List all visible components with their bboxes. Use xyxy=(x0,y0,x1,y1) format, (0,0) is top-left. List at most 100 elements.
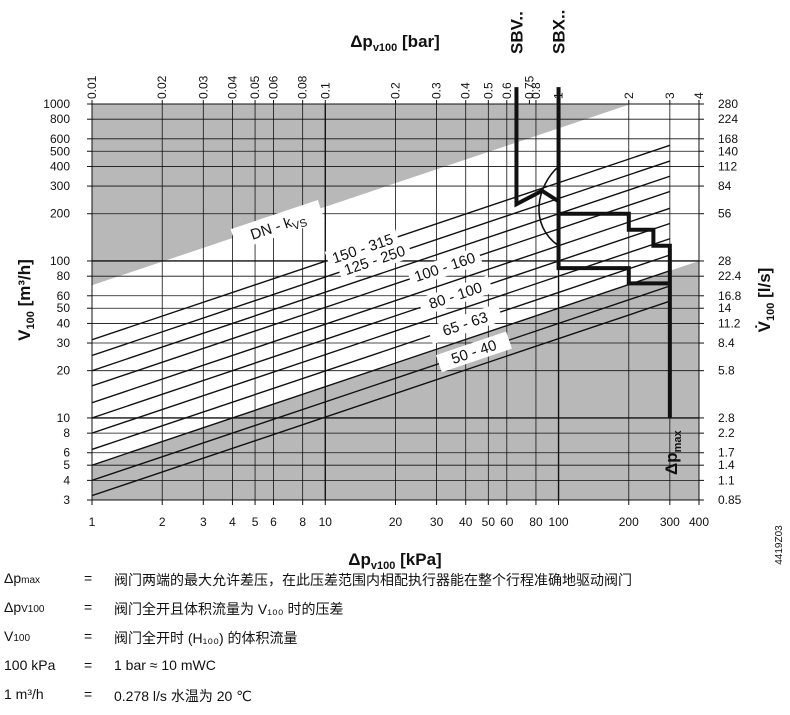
legend-text: 阀门全开且体积流量为 V₁₀₀ 时的压差 xyxy=(114,601,344,617)
legend-symbol: Δp xyxy=(4,599,22,615)
right-tick-label: 22.4 xyxy=(718,269,742,283)
dp-max-label-main: Δp xyxy=(662,452,681,475)
right-tick-label: 11.2 xyxy=(718,316,741,330)
right-tick-label: 1.7 xyxy=(718,446,735,460)
series-label-box xyxy=(406,246,483,288)
top-tick-label: 0.04 xyxy=(225,75,239,99)
legend-symbol-sub: V100 xyxy=(21,604,45,615)
series-label-box xyxy=(324,228,401,269)
legend-equals: = xyxy=(84,570,93,586)
kvs-line-160 xyxy=(92,190,671,387)
top-tick-label: 0.5 xyxy=(481,82,495,99)
legend-text: 1 bar ≈ 10 mWC xyxy=(114,657,216,673)
legend-row: 100 kPa = 1 bar ≈ 10 mWC xyxy=(4,657,790,686)
bottom-tick-label: 100 xyxy=(549,515,569,529)
left-tick-label: 10 xyxy=(57,411,71,425)
top-tick-label: 0.05 xyxy=(248,75,262,99)
right-tick-label: 2.8 xyxy=(718,411,735,425)
kvs-lines xyxy=(92,144,671,497)
kvs-line-125 xyxy=(92,207,671,404)
right-tick-label: 8.4 xyxy=(718,336,735,350)
top-tick-label: 0.2 xyxy=(389,82,403,99)
right-tick-label: 28 xyxy=(718,254,732,268)
legend-row: ΔpV100 = 阀门全开且体积流量为 V₁₀₀ 时的压差 xyxy=(4,599,790,628)
right-axis-title-sub: 100 xyxy=(765,303,777,321)
right-tick-label: 16.8 xyxy=(718,289,742,303)
header-label-sub: VS xyxy=(291,217,309,233)
legend-text: 阀门两端的最大允许差压，在此压差范围内相配执行器能在整个行程准确地驱动阀门 xyxy=(114,572,632,588)
right-tick-label: 1.4 xyxy=(718,458,735,472)
dp-max-label: Δpmax xyxy=(662,429,684,475)
bottom-tick-label: 60 xyxy=(500,515,514,529)
legend-symbol-wrap: V100 xyxy=(4,628,30,644)
right-tick-label: 168 xyxy=(718,132,738,146)
series-label-box xyxy=(436,331,512,373)
left-tick-label: 200 xyxy=(50,207,70,221)
bottom-tick-label: 40 xyxy=(459,515,473,529)
left-axis-title-main: V xyxy=(15,329,34,341)
sbv-limit-curve xyxy=(514,87,672,418)
bottom-tick-label: 3 xyxy=(200,515,207,529)
right-tick-label: 5.8 xyxy=(718,364,735,378)
legend-equals: = xyxy=(84,599,93,615)
top-tick-label: 0.01 xyxy=(85,75,99,99)
legend-symbol-wrap: 1 m³/h xyxy=(4,686,44,702)
legend: Δpmax = 阀门两端的最大允许差压，在此压差范围内相配执行器能在整个行程准确地驱… xyxy=(4,570,790,715)
right-tick-label: 14 xyxy=(718,301,732,315)
bottom-tick-label: 200 xyxy=(619,515,639,529)
left-tick-label: 30 xyxy=(57,336,71,350)
sbx-limit-curve xyxy=(556,87,670,286)
legend-equals: = xyxy=(84,686,93,702)
right-tick-label: 56 xyxy=(718,207,732,221)
top-axis-title: Δpv100 [bar] xyxy=(350,32,440,54)
left-tick-label: 3 xyxy=(63,493,70,507)
top-axis-title-unit: [bar] xyxy=(397,32,440,51)
legend-symbol: 100 kPa xyxy=(4,657,56,673)
right-tick-label: 224 xyxy=(718,112,738,126)
left-tick-label: 40 xyxy=(57,316,71,330)
top-tick-label: 0.02 xyxy=(155,75,169,99)
left-axis-title-unit: [m³/h] xyxy=(15,259,34,311)
right-tick-label: 2.2 xyxy=(718,426,735,440)
top-tick-label: 2 xyxy=(622,92,636,99)
left-tick-label: 20 xyxy=(57,364,71,378)
bottom-tick-label: 400 xyxy=(689,515,709,529)
bottom-tick-label: 1 xyxy=(89,515,96,529)
limit-curves xyxy=(514,87,672,418)
right-axis-title-unit: [l/s] xyxy=(755,268,774,303)
legend-symbol: V xyxy=(4,628,14,644)
kvs-line-80 xyxy=(92,238,671,434)
right-tick-label: 84 xyxy=(718,179,732,193)
bottom-tick-label: 10 xyxy=(319,515,333,529)
right-axis-title: V̇100 [l/s] xyxy=(755,268,777,333)
top-tick-label: 0.8 xyxy=(529,82,543,99)
right-tick-label: 1.1 xyxy=(718,473,735,487)
sbv-label: SBV.. xyxy=(507,11,526,54)
bottom-axis-title: Δpv100 [kPa] xyxy=(348,550,441,572)
figure-code: 4419Z03 xyxy=(774,525,785,565)
legend-symbol-sub: 100 xyxy=(13,633,31,644)
bottom-tick-label: 5 xyxy=(252,515,259,529)
legend-equals: = xyxy=(84,657,93,673)
legend-equals: = xyxy=(84,628,93,644)
left-tick-label: 8 xyxy=(63,426,70,440)
left-tick-label: 1000 xyxy=(43,97,70,111)
bottom-axis-title-main: Δp xyxy=(348,550,371,569)
top-axis-title-main: Δp xyxy=(350,32,373,51)
left-tick-label: 300 xyxy=(50,179,70,193)
legend-row: 1 m³/h = 0.278 l/s 水温为 20 ℃ xyxy=(4,686,790,715)
left-axis-title-sub: 100 xyxy=(25,311,37,329)
top-tick-label: 3 xyxy=(663,92,677,99)
left-tick-label: 800 xyxy=(50,112,70,126)
top-tick-label: 0.4 xyxy=(459,82,473,99)
series-label-box xyxy=(427,303,504,345)
legend-symbol: 1 m³/h xyxy=(4,686,44,702)
legend-symbol: Δp xyxy=(4,570,22,586)
top-tick-label: 0.75 xyxy=(522,75,536,99)
kvs-line-50 xyxy=(92,270,671,466)
bottom-tick-label: 300 xyxy=(660,515,680,529)
kvs-line-100 xyxy=(92,222,671,419)
sbx-label: SBX.. xyxy=(550,10,569,54)
legend-row: Δpmax = 阀门两端的最大允许差压，在此压差范围内相配执行器能在整个行程准确地驱… xyxy=(4,570,790,599)
